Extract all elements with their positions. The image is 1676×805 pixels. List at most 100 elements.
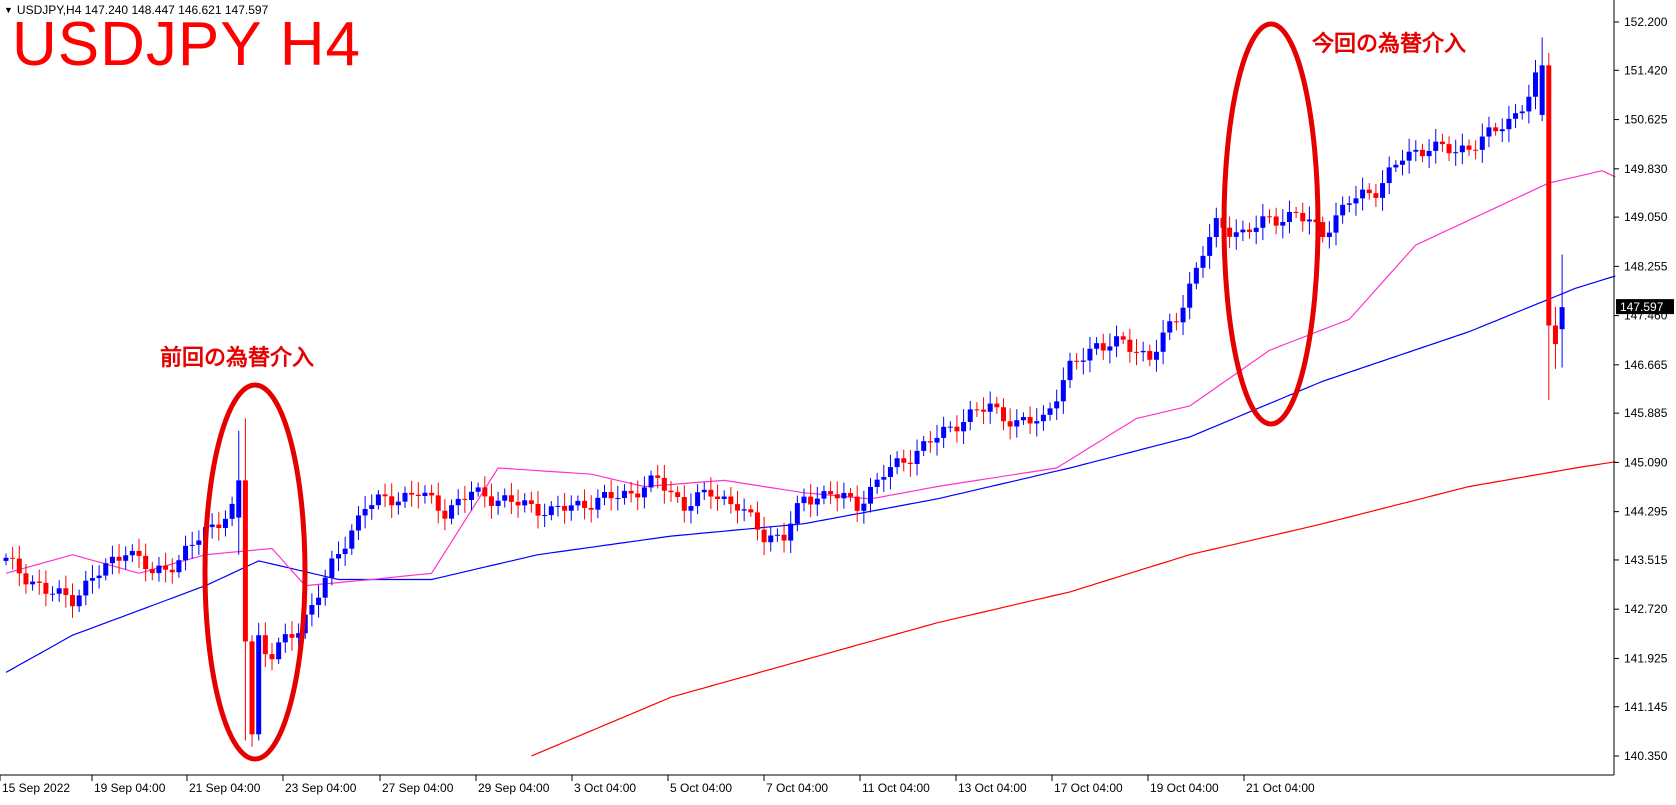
- y-tick-label: 150.625: [1624, 113, 1668, 127]
- candle-body: [369, 505, 375, 509]
- candle-body: [109, 556, 115, 564]
- y-tick-label: 140.350: [1624, 749, 1668, 763]
- candle-body: [1366, 189, 1372, 194]
- x-tick-label: 3 Oct 04:00: [574, 781, 636, 795]
- candle-body: [116, 556, 122, 561]
- candle-body: [562, 505, 568, 511]
- candle-body: [56, 588, 62, 594]
- candle-body: [1007, 421, 1013, 427]
- candle-body: [296, 633, 302, 638]
- candle-body: [1127, 339, 1133, 352]
- candle-body: [1320, 222, 1326, 238]
- candle-body: [375, 494, 381, 506]
- candle-body: [695, 492, 701, 507]
- candle-body: [50, 593, 56, 595]
- candle-body: [63, 588, 69, 596]
- candle-body: [156, 565, 162, 574]
- candle-body: [1473, 149, 1479, 151]
- candle-body: [1074, 360, 1080, 362]
- candle-body: [608, 492, 614, 499]
- candle-body: [1180, 307, 1186, 323]
- candle-body: [1426, 150, 1432, 157]
- candle-body: [735, 504, 740, 511]
- candle-body: [249, 641, 255, 735]
- candle-body: [1506, 118, 1512, 130]
- candle-body: [861, 503, 867, 511]
- candle-body: [808, 496, 814, 505]
- chart-title: USDJPY H4: [12, 10, 361, 79]
- candle-body: [1493, 127, 1499, 132]
- candle-body: [715, 496, 721, 499]
- candle-body: [1300, 212, 1306, 222]
- candle-body: [1486, 127, 1492, 137]
- candle-body: [355, 515, 361, 531]
- candle-body: [262, 635, 268, 655]
- candle-body: [1539, 65, 1545, 115]
- candle-body: [1559, 307, 1565, 330]
- candle-body: [961, 421, 967, 432]
- candle-body: [522, 500, 528, 506]
- candle-body: [176, 560, 182, 573]
- candle-body: [901, 458, 907, 463]
- candle-body: [1153, 351, 1159, 360]
- candle-body: [469, 491, 474, 500]
- candle-body: [76, 595, 82, 607]
- candle-body: [183, 545, 189, 561]
- candle-body: [508, 495, 514, 502]
- ma-slow-series: [531, 461, 1616, 757]
- candle-body: [1114, 336, 1120, 347]
- candle-body: [229, 503, 235, 519]
- candle-body: [582, 500, 588, 508]
- candle-body: [30, 581, 36, 585]
- candle-body: [1014, 420, 1020, 427]
- candle-body: [981, 409, 987, 412]
- candle-body: [635, 493, 641, 498]
- candle-body: [661, 477, 667, 491]
- candle-body: [515, 501, 521, 506]
- candle-body: [269, 654, 275, 660]
- candle-body: [222, 518, 228, 528]
- candle-body: [841, 492, 847, 499]
- candle-body: [528, 500, 534, 504]
- candle-body: [1386, 167, 1392, 184]
- candle-body: [974, 409, 980, 411]
- candle-body: [1253, 227, 1259, 232]
- candle-body: [402, 492, 408, 502]
- candle-body: [708, 489, 714, 497]
- candle-body: [1187, 283, 1193, 308]
- candle-body: [1459, 145, 1465, 153]
- candle-body: [848, 492, 854, 497]
- candle-body: [10, 557, 16, 559]
- dropdown-icon[interactable]: ▼: [4, 5, 13, 15]
- candle-body: [921, 441, 927, 451]
- symbol-bar[interactable]: ▼ USDJPY,H4 147.240 148.447 146.621 147.…: [4, 3, 268, 17]
- candle-body: [189, 544, 195, 546]
- candle-body: [276, 642, 282, 660]
- x-tick-label: 13 Oct 04:00: [958, 781, 1027, 795]
- candle-body: [442, 510, 448, 519]
- candle-body: [568, 505, 574, 511]
- candle-body: [907, 462, 913, 464]
- candle-body: [927, 441, 933, 443]
- y-tick-label: 143.515: [1624, 553, 1668, 567]
- current-price-box: [1616, 299, 1674, 315]
- candle-body: [455, 498, 461, 506]
- candle-body: [3, 557, 9, 561]
- candle-body: [1446, 144, 1452, 154]
- candle-body: [854, 496, 860, 511]
- candle-body: [242, 480, 248, 642]
- candle-body: [788, 523, 794, 541]
- candle-body: [754, 512, 760, 530]
- candle-body: [1513, 113, 1519, 119]
- candle-body: [475, 487, 481, 492]
- candle-body: [1439, 141, 1445, 145]
- candle-body: [1060, 380, 1066, 402]
- candle-body: [422, 492, 428, 496]
- candle-body: [575, 500, 581, 506]
- x-tick-label: 19 Oct 04:00: [1150, 781, 1219, 795]
- candle-body: [548, 506, 554, 516]
- candle-body: [316, 597, 322, 606]
